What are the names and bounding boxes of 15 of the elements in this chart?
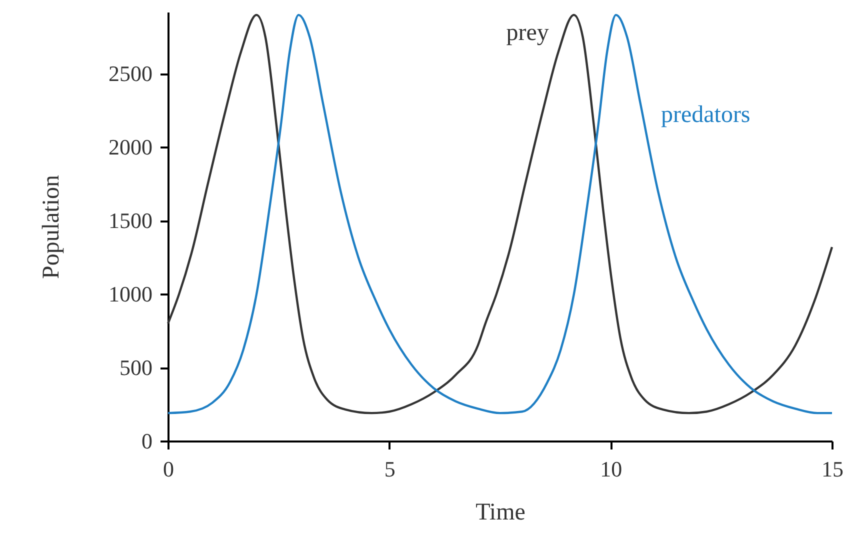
y-tick-label: 2500 xyxy=(108,61,152,86)
y-tick-label: 500 xyxy=(120,355,152,380)
x-tick-label: 5 xyxy=(384,456,396,482)
x-tick-label: 0 xyxy=(163,456,174,482)
x-axis-title: Time xyxy=(476,500,526,526)
line-series xyxy=(166,14,834,414)
x-tick-label: 15 xyxy=(822,456,844,482)
y-axis-title: Population xyxy=(38,174,64,280)
series-label: prey xyxy=(506,20,549,46)
y-tick-label: 1000 xyxy=(108,282,152,307)
y-tick-label: 1500 xyxy=(108,208,152,234)
y-tick-label: 2000 xyxy=(108,134,152,160)
y-tick-label: 0 xyxy=(142,428,152,454)
x-tick-label: 10 xyxy=(600,456,622,482)
series-label: predators xyxy=(660,102,750,128)
